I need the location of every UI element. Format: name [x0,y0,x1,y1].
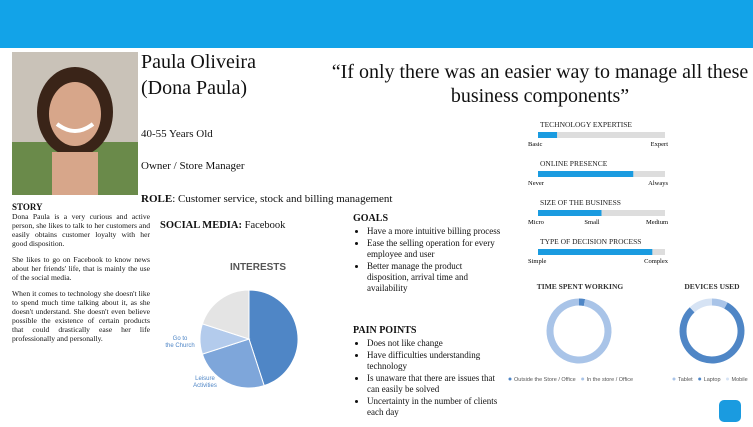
donut-segment [546,298,612,364]
donut-segment [578,298,586,306]
role-text: : Customer service, stock and billing ma… [172,193,393,205]
scale-fill [538,249,653,255]
story-paragraph: She likes to go on Facebook to know news… [12,255,150,282]
age: 40-55 Years Old [141,128,213,140]
role-title: Owner / Store Manager [141,160,245,172]
legend-label: Mobile [732,377,748,383]
scale-label: Micro [528,219,544,226]
story: STORY Dona Paula is a very curious and a… [12,202,150,350]
social-text: Facebook [244,220,286,231]
story-paragraph: When it comes to technology she doesn't … [12,289,150,343]
list-item: Better manage the product disposition, a… [367,261,505,294]
story-title: STORY [12,202,43,212]
legend-dot [508,377,512,381]
scale-title: SIZE OF THE BUSINESS [540,198,621,207]
photo [12,52,138,195]
scale-title: TYPE OF DECISION PROCESS [540,237,641,246]
list-item: Does not like change [367,338,505,349]
scale-fill [538,132,558,138]
pain-points: PAIN POINTS Does not like changeHave dif… [353,325,505,419]
pain-list: Does not like changeHave difficulties un… [353,338,505,418]
header-bar [0,0,753,48]
legend-dot [581,377,585,381]
legend-label: Outside the Store / Office [514,377,576,383]
list-item: Uncertainty in the number of clients eac… [367,396,505,418]
persona-nickname: (Dona Paula) [141,77,248,99]
chart-title: INTERESTS [230,262,286,273]
scale-title: TECHNOLOGY EXPERTISE [540,120,632,129]
app-icon [719,400,741,422]
legend-label: Laptop [704,377,721,383]
scale-label: Simple [528,258,547,265]
scale-label: Never [528,180,545,187]
story-paragraph: Dona Paula is a very curious and active … [12,212,150,248]
scale-track [538,132,665,138]
legend-label: Tablet [678,377,693,383]
pie-slice [201,289,250,340]
chart-title: TIME SPENT WORKING [537,282,624,291]
scale-label: Expert [651,141,669,148]
scale-label: Complex [644,258,669,265]
pie-label: Go to the Church [165,336,194,349]
list-item: Ease the selling operation for every emp… [367,238,505,260]
list-item: Is unaware that there are issues that ca… [367,373,505,395]
scale-label: Medium [646,219,668,226]
social-label: SOCIAL MEDIA: [160,220,242,231]
donut-segment [679,302,745,364]
scale-label: Basic [528,141,543,148]
pie-label: Leisure Activities [193,376,217,389]
scale-fill [538,210,602,216]
list-item: Have difficulties understanding technolo… [367,350,505,372]
list-item: Have a more intuitive billing process [367,226,505,237]
persona-name: Paula Oliveira [141,51,256,73]
scale-label: Small [584,219,599,226]
quote: “If only there was an easier way to mana… [331,61,749,107]
legend-label: In the store / Office [587,377,633,383]
pain-title: PAIN POINTS [353,325,417,336]
chart-title: DEVICES USED [684,282,740,291]
legend-dot [672,377,676,381]
donut-segment [689,298,713,313]
goals: GOALS Have a more intuitive billing proc… [353,213,505,295]
legend-dot [698,377,702,381]
goals-title: GOALS [353,213,389,224]
social-media: SOCIAL MEDIA: Facebook [160,220,285,231]
donut-segment [711,298,728,309]
pie-slice [201,338,265,389]
role: ROLE: Customer service, stock and billin… [141,193,392,205]
goals-list: Have a more intuitive billing processEas… [353,226,505,294]
scale-title: ONLINE PRESENCE [540,159,608,168]
scale-label: Always [648,180,668,187]
legend-dot [726,377,730,381]
scale-fill [538,171,634,177]
role-label: ROLE [141,193,173,205]
pie-slice [248,289,299,387]
